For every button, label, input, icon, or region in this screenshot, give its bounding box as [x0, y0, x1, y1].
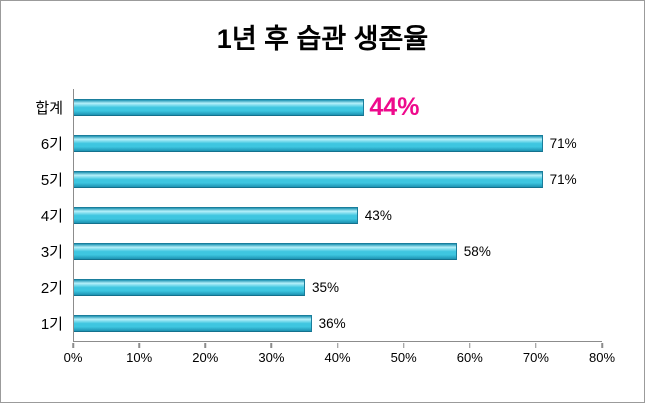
x-axis-tick-label: 10% [126, 350, 153, 365]
y-axis-label: 3기 [40, 243, 63, 261]
bar-row: 71% [74, 125, 602, 161]
plot-region: 합계 6기 5기 4기 3기 2기 1기 44% 71% 71% 43% [13, 89, 602, 342]
x-axis-tick [204, 343, 206, 348]
x-axis-tick [535, 343, 537, 348]
value-label: 71% [549, 135, 577, 151]
y-axis-label: 6기 [40, 135, 63, 153]
x-axis-tick-label: 50% [390, 350, 417, 365]
bar [74, 242, 457, 260]
bar-row: 44% [74, 89, 602, 125]
x-axis-tick-label: 60% [456, 350, 483, 365]
bar-row: 36% [74, 305, 602, 341]
y-axis-labels: 합계 6기 5기 4기 3기 2기 1기 [13, 89, 73, 342]
x-axis-tick-label: 70% [522, 350, 549, 365]
value-label: 35% [312, 279, 340, 295]
x-axis-tick [469, 343, 471, 348]
bar-row: 35% [74, 269, 602, 305]
y-axis-label: 4기 [40, 207, 63, 225]
value-label: 58% [463, 243, 491, 259]
bar [74, 134, 543, 152]
y-axis-label: 1기 [40, 315, 63, 333]
value-label: 36% [318, 315, 346, 331]
x-axis-tick [72, 343, 74, 348]
x-axis-tick [270, 343, 273, 348]
y-axis-label: 2기 [40, 279, 63, 297]
x-axis: 0% 10% 20% 30% 40% 50% 60% 70% 80% [64, 343, 615, 369]
x-axis-tick [138, 343, 140, 348]
y-axis-label: 합계 [35, 99, 63, 117]
bar [74, 98, 365, 116]
value-label: 43% [364, 207, 392, 223]
x-axis-tick-label: 30% [258, 350, 285, 365]
bar [74, 206, 358, 224]
x-axis-tick-label: 40% [324, 350, 351, 365]
y-axis-label: 5기 [40, 171, 63, 189]
x-axis-tick [601, 343, 603, 348]
x-axis-tick-label: 0% [63, 350, 83, 365]
x-axis-tick [336, 343, 339, 348]
bar-row: 71% [74, 161, 602, 197]
x-axis-tick-label: 20% [192, 350, 219, 365]
x-axis-tick [402, 343, 405, 348]
bar [74, 170, 543, 188]
bar-row: 43% [74, 197, 602, 233]
bar-row: 58% [74, 233, 602, 269]
value-label: 71% [549, 171, 577, 187]
bar [74, 278, 305, 296]
value-label-highlight: 44% [369, 92, 420, 121]
plot-area: 44% 71% 71% 43% 58% 35% [73, 89, 602, 342]
bar [74, 314, 312, 332]
chart-title: 1년 후 습관 생존율 [216, 24, 429, 54]
x-axis-tick-label: 80% [588, 350, 616, 365]
